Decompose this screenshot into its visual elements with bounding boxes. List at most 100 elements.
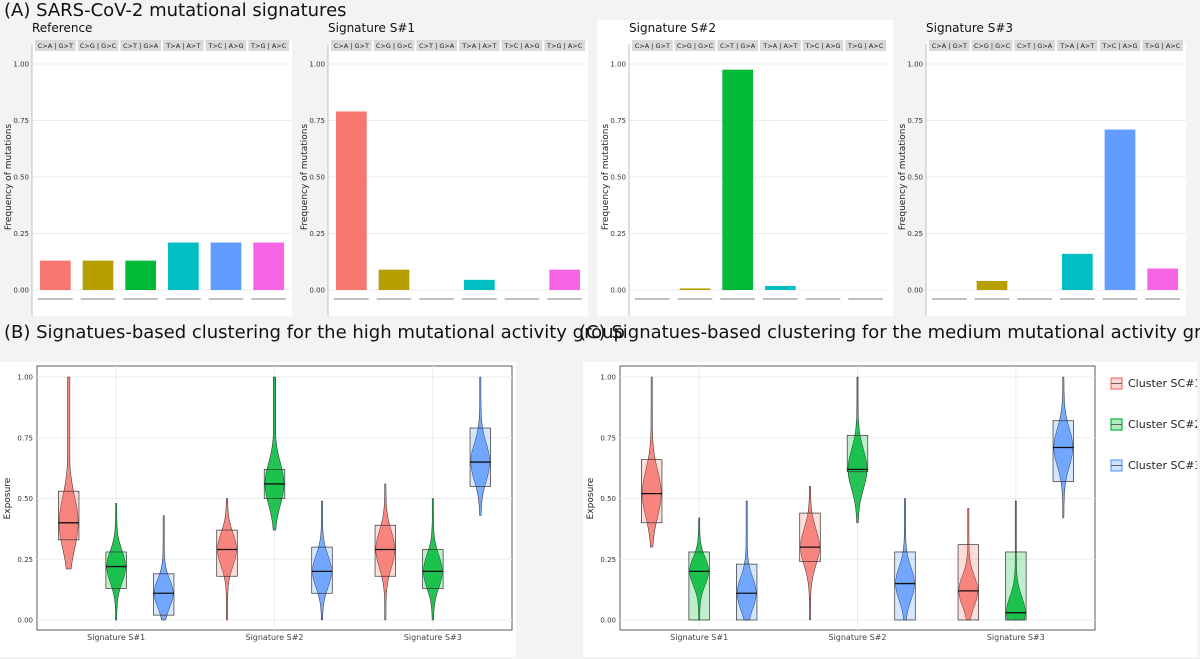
section-b-title: (B) Signatues-based clustering for the h…: [4, 322, 625, 343]
plot-area: [926, 42, 1186, 316]
y-tick-label: 0.50: [17, 495, 33, 503]
facet-label: C>G | G>C: [677, 42, 714, 50]
bar: [976, 280, 1008, 290]
facet-label: T>A | A>T: [762, 42, 797, 50]
y-tick-label: 0.75: [309, 117, 325, 125]
section-a-title: (A) SARS-CoV-2 mutational signatures: [4, 0, 347, 21]
x-tick-label: Signature S#2: [245, 633, 303, 642]
bar: [679, 288, 711, 290]
violin: [1006, 500, 1026, 621]
facet-label: C>T | G>A: [123, 42, 159, 50]
bar: [125, 260, 157, 290]
box: [374, 524, 396, 577]
box: [469, 427, 491, 487]
y-tick-label: 0.25: [17, 556, 33, 564]
legend-label: Cluster SC#2: [1128, 418, 1197, 431]
facet-strip: [501, 40, 543, 51]
bar: [378, 269, 410, 290]
facet-strip: [1099, 40, 1141, 51]
violin: [689, 517, 709, 621]
box: [894, 551, 916, 621]
plot-area: [328, 42, 588, 316]
facet-strip: [459, 40, 500, 51]
y-axis-label: Exposure: [3, 477, 13, 519]
x-tick-label: Signature S#1: [87, 633, 145, 642]
box: [846, 434, 869, 473]
y-tick-label: 0.25: [907, 230, 923, 238]
facet-strip: [971, 40, 1013, 51]
box: [688, 551, 710, 621]
section-c-title: (C) Signatues-based clustering for the m…: [579, 322, 1200, 343]
facet-label: C>A | G>T: [635, 42, 670, 50]
bar: [722, 69, 754, 291]
box: [311, 546, 333, 594]
bar-panel-signature-s2: Signature S#2 0.00 0.25 0.50 0.75 1.00 Frequen…: [597, 20, 893, 316]
violin: [423, 498, 443, 621]
bar: [167, 242, 199, 290]
violin: [800, 486, 820, 621]
panel-title: Signature S#3: [926, 21, 1013, 35]
box: [1005, 551, 1027, 621]
facet-strip: [802, 40, 844, 51]
facet-strip: [77, 40, 119, 51]
violin: [895, 498, 915, 621]
violin: [470, 376, 491, 516]
y-axis-label: Frequency of mutations: [898, 124, 908, 231]
bar: [39, 260, 71, 290]
y-tick-label: 0.00: [13, 287, 29, 295]
violin: [106, 503, 127, 621]
bar: [253, 242, 285, 290]
facet-label: C>A | G>T: [334, 42, 369, 50]
y-tick-label: 1.00: [600, 374, 616, 382]
y-tick-label: 0.00: [600, 617, 616, 625]
facet-label: C>A | G>T: [932, 42, 967, 50]
violin: [58, 376, 79, 570]
box: [799, 512, 821, 563]
plot-area: [629, 42, 889, 316]
facet-strip: [544, 40, 585, 51]
y-tick-label: 0.00: [610, 287, 626, 295]
facet-label: C>T | G>A: [419, 42, 455, 50]
box: [58, 490, 80, 541]
facet-strip: [416, 40, 457, 51]
facet-label: T>C | A>G: [207, 42, 243, 50]
violin: [958, 507, 979, 621]
facet-strip: [331, 40, 372, 51]
plot-area: [32, 42, 292, 316]
legend-label: Cluster SC#3: [1128, 459, 1197, 472]
facet-label: T>A | A>T: [1059, 42, 1094, 50]
panel-title: Signature S#1: [328, 21, 415, 35]
y-tick-label: 0.75: [600, 434, 616, 442]
violin: [375, 483, 396, 621]
panel-title: Signature S#2: [629, 21, 716, 35]
facet-strip: [674, 40, 716, 51]
facet-strip: [120, 40, 161, 51]
facet-label: C>T | G>A: [1017, 42, 1053, 50]
y-axis-label: Frequency of mutations: [601, 124, 611, 231]
bar-panel-reference: Reference 0.00 0.25 0.50 0.75 1.00 Frequency o…: [0, 20, 296, 316]
bar: [82, 260, 114, 290]
x-tick-label: Signature S#1: [670, 633, 728, 642]
facet-label: T>A | A>T: [165, 42, 200, 50]
y-tick-label: 0.50: [907, 174, 923, 182]
facet-label: T>C | A>G: [804, 42, 840, 50]
bar: [463, 279, 495, 290]
y-tick-label: 0.25: [600, 556, 616, 564]
facet-strip: [1142, 40, 1183, 51]
facet-label: C>G | G>C: [80, 42, 117, 50]
y-tick-label: 0.25: [610, 230, 626, 238]
facet-strip: [248, 40, 289, 51]
y-axis-label: Frequency of mutations: [4, 124, 14, 231]
facet-label: T>C | A>G: [503, 42, 539, 50]
y-tick-label: 1.00: [13, 61, 29, 69]
bar-panel-signature-s1: Signature S#1 0.00 0.25 0.50 0.75 1.00 Frequen…: [296, 20, 592, 316]
facet-label: C>G | G>C: [974, 42, 1011, 50]
facet-strip: [929, 40, 970, 51]
facet-strip: [1057, 40, 1098, 51]
box: [422, 549, 444, 589]
box: [216, 529, 238, 577]
y-tick-label: 0.00: [17, 617, 33, 625]
facet-label: T>G | A>C: [1144, 42, 1181, 50]
y-tick-label: 0.50: [600, 495, 616, 503]
facet-strip: [163, 40, 204, 51]
